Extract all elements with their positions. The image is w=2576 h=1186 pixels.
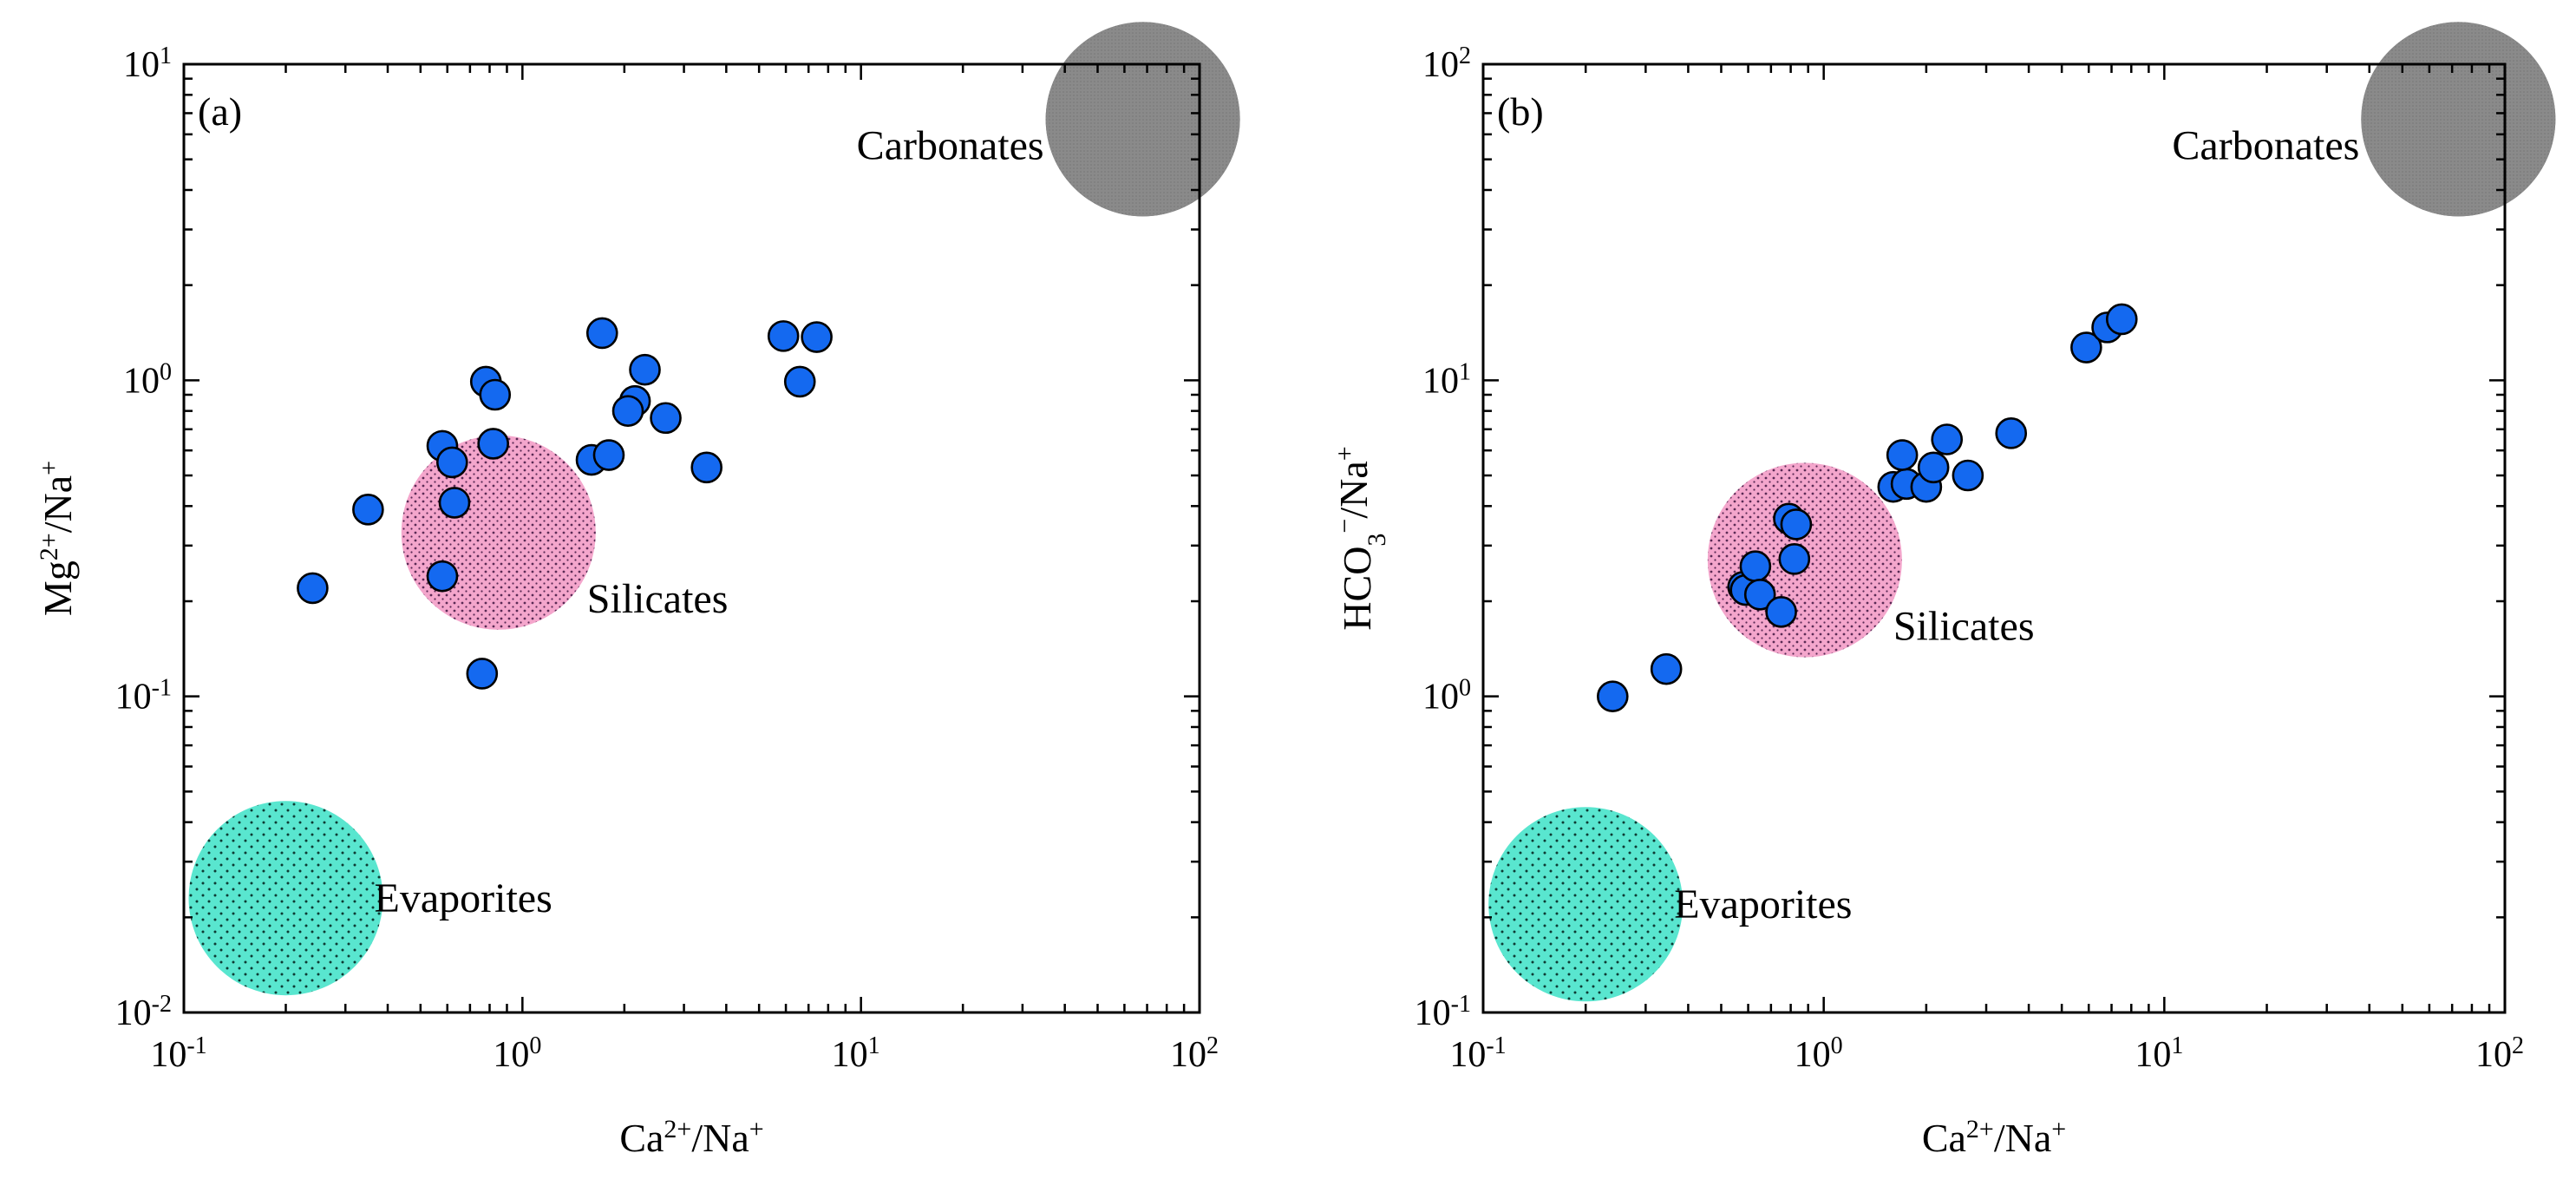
data-point	[1739, 550, 1772, 582]
data-point	[1650, 652, 1683, 685]
regions-b: Carbonates Silicates Evaporites	[1488, 22, 2556, 1002]
x-axis-label-b: Ca2+/Na+	[1922, 1115, 2066, 1161]
x-tick-label: 101	[2135, 1032, 2183, 1076]
data-point	[1931, 423, 1964, 455]
y-axis-label-b: HCO3−/Na+	[1330, 446, 1391, 630]
data-point	[435, 446, 468, 479]
evaporites-label: Evaporites	[1674, 881, 1852, 927]
plot-frame-b	[1481, 62, 2507, 1014]
data-point	[783, 365, 816, 398]
panel-label-b: (b)	[1497, 89, 1544, 134]
data-point	[466, 658, 499, 690]
x-axis-label-a: Ca2+/Na+	[619, 1115, 763, 1161]
data-point	[1952, 459, 1984, 492]
x-tick-label: 101	[832, 1032, 880, 1076]
data-point	[297, 572, 329, 605]
ticks-b: 10-1 100 101 102 10-1 100 101 102	[1415, 43, 2524, 1076]
data-point	[1743, 578, 1776, 611]
silicates-label: Silicates	[1893, 604, 2035, 650]
data-point	[1778, 543, 1811, 575]
data-point	[1596, 680, 1629, 712]
data-point	[2070, 331, 2102, 364]
y-tick-label: 102	[1422, 43, 1471, 86]
data-point	[477, 428, 509, 460]
y-tick-label: 100	[123, 358, 172, 402]
x-tick-label: 10-1	[150, 1032, 206, 1076]
data-point	[479, 378, 512, 411]
data-point	[690, 451, 723, 484]
data-point	[629, 353, 661, 386]
panel-label-a: (a)	[198, 89, 242, 134]
data-point	[767, 320, 800, 352]
data-point	[2105, 303, 2138, 336]
data-point	[1917, 451, 1950, 484]
carbonates-region-texture	[1045, 22, 1240, 217]
y-tick-label: 100	[1422, 674, 1471, 717]
carbonates-label: Carbonates	[2172, 122, 2359, 168]
carbonates-region-texture	[2361, 22, 2556, 217]
regions-a: Carbonates Silicates Evaporites	[188, 22, 1240, 996]
y-tick-label: 10-2	[115, 991, 172, 1034]
y-axis-label-a: Mg2+/Na+	[35, 461, 81, 616]
data-point	[611, 395, 644, 427]
evaporites-region-texture	[188, 801, 383, 996]
evaporites-label: Evaporites	[375, 875, 552, 921]
data-point	[352, 494, 384, 526]
x-tick-label: 100	[493, 1032, 541, 1076]
data-point	[1886, 439, 1919, 471]
data-point	[426, 560, 459, 593]
panel-b: Carbonates Silicates Evaporites 10-1 100 101…	[1330, 22, 2556, 1160]
data-point	[592, 439, 625, 471]
scatter-points-b	[1596, 303, 2138, 712]
data-point	[438, 487, 471, 519]
y-tick-label: 101	[123, 43, 172, 86]
carbonates-label: Carbonates	[857, 122, 1044, 168]
x-tick-label: 102	[1170, 1032, 1219, 1076]
silicates-region-texture	[401, 435, 596, 630]
silicates-label: Silicates	[587, 576, 729, 622]
data-point	[585, 317, 618, 350]
data-point	[801, 321, 833, 353]
data-point	[1765, 596, 1797, 628]
plot-frame-a	[182, 62, 1201, 1014]
x-tick-label: 100	[1795, 1032, 1843, 1076]
panel-a: Carbonates Silicates Evaporites 10-1 100 101…	[35, 22, 1240, 1160]
y-tick-label: 10-1	[115, 674, 172, 717]
data-point	[1995, 417, 2028, 449]
y-tick-label: 10-1	[1415, 991, 1471, 1034]
scatter-points-a	[297, 317, 833, 690]
evaporites-region-texture	[1488, 807, 1684, 1002]
data-point	[650, 402, 682, 435]
y-tick-label: 101	[1422, 358, 1471, 402]
data-point	[1780, 508, 1813, 541]
x-tick-label: 102	[2475, 1032, 2524, 1076]
x-tick-label: 10-1	[1449, 1032, 1506, 1076]
